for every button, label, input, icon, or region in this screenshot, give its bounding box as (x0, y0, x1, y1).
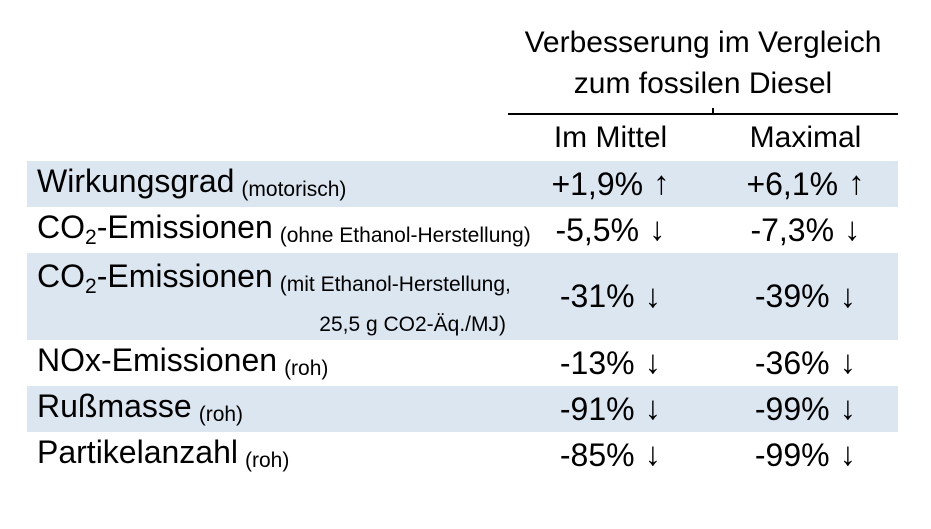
trend-arrow-icon: ↓ (644, 343, 662, 380)
value-mittel-number: +1,9% (551, 165, 644, 202)
value-maximal: -99% ↓ (713, 386, 898, 432)
table-header: Verbesserung im Vergleich zum fossilen D… (27, 20, 898, 115)
table-row: Partikelanzahl (roh) -85% ↓ -99% ↓ (27, 432, 898, 478)
table-row: CO2-Emissionen (ohne Ethanol-Herstellung)… (27, 207, 898, 253)
value-maximal-number: -7,3% (750, 211, 835, 248)
value-maximal: -99% ↓ (713, 432, 898, 478)
value-mittel: -13% ↓ (508, 340, 713, 386)
value-maximal: -39% ↓ (713, 253, 898, 340)
value-mittel: -85% ↓ (508, 432, 713, 478)
row-label-main: Wirkungsgrad (37, 162, 235, 199)
row-label-note: (roh) (284, 356, 329, 380)
row-label-note2: 25,5 g CO2-Äq./MJ) (319, 313, 506, 337)
value-mittel-number: -13% (559, 344, 635, 381)
value-maximal-number: -99% (754, 436, 830, 473)
trend-arrow-icon: ↓ (644, 435, 662, 472)
row-label-main-cont: -Emissionen (96, 258, 273, 294)
value-maximal-number: -36% (754, 344, 830, 381)
value-mittel-number: -5,5% (555, 211, 640, 248)
table-row: NOx-Emissionen (roh) -13% ↓ -36% ↓ (27, 340, 898, 386)
trend-arrow-icon: ↓ (839, 389, 857, 426)
row-label-main: Rußmasse (37, 387, 192, 424)
value-maximal-number: -39% (754, 278, 830, 314)
trend-arrow-icon: ↓ (644, 389, 662, 426)
trend-arrow-icon: ↑ (848, 164, 865, 201)
trend-arrow-icon: ↓ (649, 210, 666, 247)
value-maximal: -7,3% ↓ (713, 207, 898, 253)
row-label: Wirkungsgrad (motorisch) (27, 161, 508, 207)
value-mittel: -31% ↓ (508, 253, 713, 340)
header-spacer (27, 20, 508, 115)
row-label-note: (mit Ethanol-Herstellung, (279, 273, 511, 296)
row-label-subscript: 2 (85, 225, 97, 249)
trend-arrow-icon: ↓ (839, 276, 857, 314)
row-label-main: NOx-Emissionen (37, 341, 278, 378)
value-maximal-number: -99% (754, 390, 830, 427)
row-label-note: (ohne Ethanol-Herstellung) (279, 223, 531, 247)
row-label: Partikelanzahl (roh) (27, 432, 508, 478)
trend-arrow-icon: ↓ (839, 343, 857, 380)
table-row: Wirkungsgrad (motorisch) +1,9% ↑ +6,1% ↑ (27, 161, 898, 207)
table-row: CO2-Emissionen (mit Ethanol-Herstellung, … (27, 253, 898, 340)
row-label-main: Partikelanzahl (37, 433, 238, 470)
table-title-line1: Verbesserung im Vergleich (524, 26, 882, 59)
row-label-subscript: 2 (85, 275, 97, 298)
trend-arrow-icon: ↓ (644, 276, 662, 314)
header-spacer (27, 115, 508, 161)
row-label-note: (roh) (198, 402, 244, 426)
value-maximal-number: +6,1% (746, 165, 839, 202)
value-maximal: -36% ↓ (713, 340, 898, 386)
value-mittel-number: -91% (559, 390, 635, 427)
row-label-main-cont: -Emissionen (96, 208, 273, 245)
row-label: NOx-Emissionen (roh) (27, 340, 508, 386)
table-row: Rußmasse (roh) -91% ↓ -99% ↓ (27, 386, 898, 432)
column-header-row: Im Mittel Maximal (27, 115, 898, 161)
row-label: CO2-Emissionen (ohne Ethanol-Herstellung) (27, 207, 531, 253)
row-label: Rußmasse (roh) (27, 386, 508, 432)
trend-arrow-icon: ↓ (844, 210, 861, 247)
row-label-note: (roh) (245, 448, 290, 472)
comparison-table: Verbesserung im Vergleich zum fossilen D… (27, 20, 898, 478)
column-header-mittel: Im Mittel (553, 121, 668, 154)
value-mittel: +1,9% ↑ (508, 161, 713, 207)
row-label-main: CO (37, 208, 85, 245)
row-label-main: CO (37, 258, 85, 294)
table-title: Verbesserung im Vergleich zum fossilen D… (508, 20, 898, 115)
value-mittel-number: -85% (559, 436, 635, 473)
value-mittel: -91% ↓ (508, 386, 713, 432)
column-header-maximal: Maximal (749, 121, 862, 154)
value-mittel-number: -31% (559, 278, 635, 314)
table-title-line2: zum fossilen Diesel (573, 67, 833, 100)
value-maximal: +6,1% ↑ (713, 161, 898, 207)
row-label-note: (motorisch) (241, 177, 347, 201)
value-mittel: -5,5% ↓ (508, 207, 713, 253)
trend-arrow-icon: ↑ (653, 164, 670, 201)
trend-arrow-icon: ↓ (839, 435, 857, 472)
row-label: CO2-Emissionen (mit Ethanol-Herstellung, … (27, 253, 511, 340)
